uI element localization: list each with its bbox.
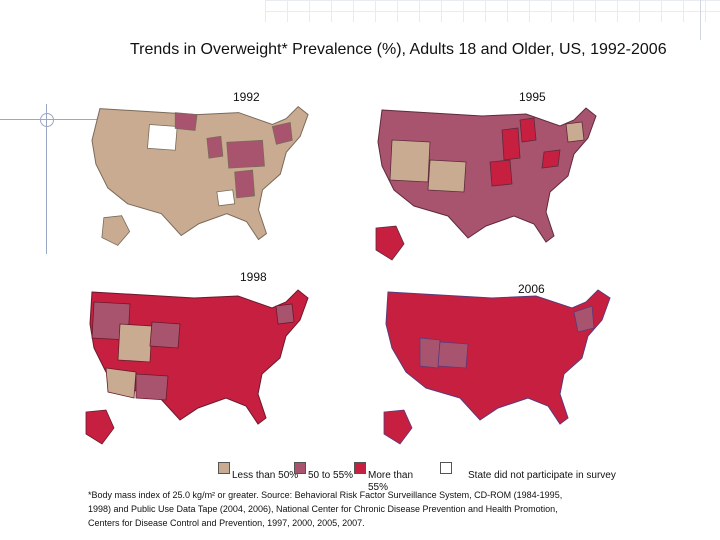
state-region: [147, 124, 178, 151]
state-region: [117, 323, 153, 363]
decorative-line: [46, 104, 47, 254]
state-region: [419, 337, 441, 369]
alaska: [375, 225, 405, 261]
map-1992: [88, 100, 316, 260]
us-outline: [385, 289, 611, 425]
map-year-label: 1995: [519, 90, 546, 104]
decorative-line: [0, 119, 160, 120]
state-region: [427, 159, 467, 193]
state-region: [519, 117, 537, 143]
alaska: [383, 409, 413, 445]
map-1995: [370, 100, 606, 270]
state-region: [437, 341, 469, 369]
decorative-circle: [40, 113, 54, 127]
footnote: *Body mass index of 25.0 kg/m² or greate…: [88, 488, 688, 530]
map-1998: [80, 282, 320, 454]
footnote-line: Centers for Disease Control and Preventi…: [88, 518, 365, 528]
map-year-label: 1992: [233, 90, 260, 104]
state-region: [105, 367, 137, 399]
us-outline: [91, 105, 309, 241]
state-region: [226, 139, 265, 169]
state-region: [489, 159, 513, 187]
legend-label: 50 to 55%: [308, 470, 354, 481]
state-region: [501, 127, 521, 161]
state-region: [206, 135, 224, 159]
state-region: [234, 169, 255, 199]
legend-swatch: [440, 462, 452, 474]
state-region: [275, 303, 295, 325]
decorative-grid: [265, 0, 720, 22]
state-region: [389, 139, 431, 183]
legend-label: Less than 50%: [232, 470, 299, 481]
legend-swatch: [218, 462, 230, 474]
legend-swatch: [294, 462, 306, 474]
footnote-line: *Body mass index of 25.0 kg/m² or greate…: [88, 490, 563, 500]
state-region: [573, 305, 595, 333]
state-region: [135, 373, 169, 401]
state-region: [271, 122, 293, 145]
state-region: [541, 149, 561, 169]
legend-swatch: [354, 462, 366, 474]
state-region: [149, 321, 181, 349]
footnote-line: 1998) and Public Use Data Tape (2004, 20…: [88, 504, 558, 514]
alaska: [101, 215, 131, 246]
legend-label: More than 55%: [368, 470, 414, 493]
page-title: Trends in Overweight* Prevalence (%), Ad…: [130, 41, 667, 58]
legend-label: State did not participate in survey: [468, 470, 616, 481]
us-outline: [377, 107, 597, 243]
state-region: [565, 121, 585, 143]
state-region: [216, 189, 236, 207]
map-2006: [378, 282, 622, 454]
state-region: [174, 112, 198, 131]
map-year-label: 2006: [518, 282, 545, 296]
decorative-rule: [700, 0, 701, 40]
map-year-label: 1998: [240, 270, 267, 284]
alaska: [85, 409, 115, 445]
